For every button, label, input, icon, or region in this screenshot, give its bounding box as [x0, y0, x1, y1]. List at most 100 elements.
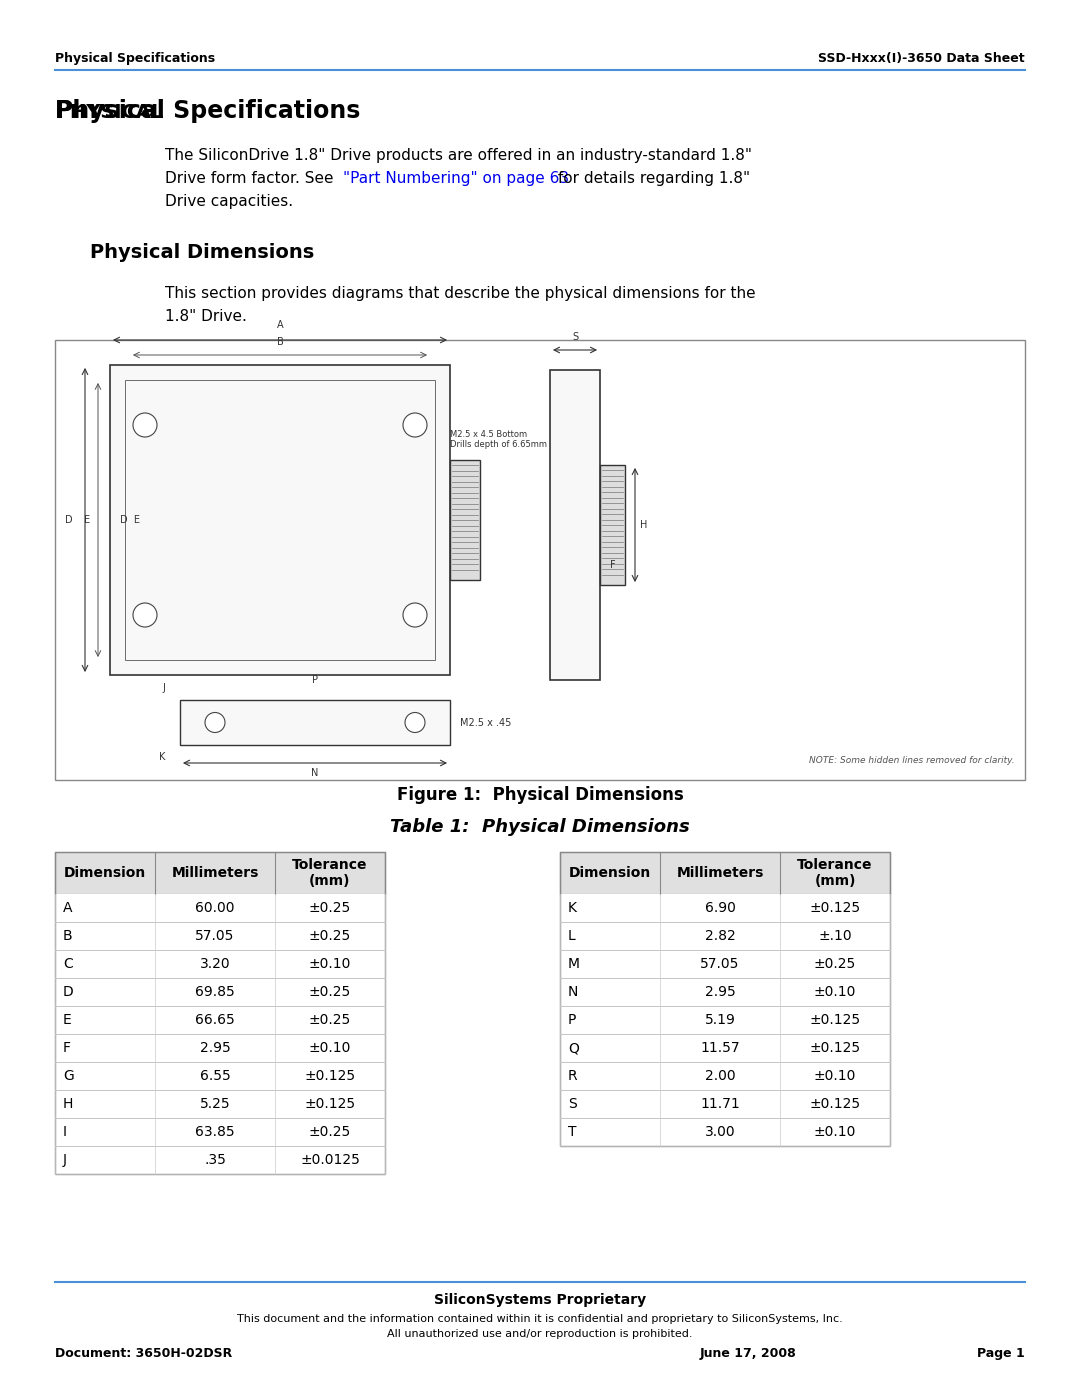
- Text: P: P: [312, 675, 318, 685]
- Text: 11.71: 11.71: [700, 1097, 740, 1111]
- Bar: [55, 950, 384, 978]
- Text: N: N: [568, 985, 579, 999]
- Text: Tolerance
(mm): Tolerance (mm): [797, 858, 873, 888]
- Text: .35: .35: [204, 1153, 226, 1166]
- Bar: [55, 1090, 384, 1118]
- Text: 1.8" Drive.: 1.8" Drive.: [165, 309, 247, 324]
- Bar: [55, 339, 1025, 780]
- Circle shape: [205, 712, 225, 732]
- Text: B: B: [276, 337, 283, 346]
- Text: ±0.125: ±0.125: [809, 1097, 861, 1111]
- Text: ±0.25: ±0.25: [309, 985, 351, 999]
- Text: K: K: [568, 901, 577, 915]
- Bar: [600, 465, 625, 585]
- Text: June 17, 2008: June 17, 2008: [700, 1347, 797, 1361]
- Bar: [561, 922, 890, 950]
- Text: A: A: [276, 320, 283, 330]
- Circle shape: [133, 604, 157, 627]
- Text: Millimeters: Millimeters: [172, 866, 259, 880]
- Text: 6.55: 6.55: [200, 1069, 230, 1083]
- Text: 5.25: 5.25: [200, 1097, 230, 1111]
- Text: 2.82: 2.82: [704, 929, 735, 943]
- Text: 2.95: 2.95: [704, 985, 735, 999]
- Text: SSD-Hxxx(I)-3650 Data Sheet: SSD-Hxxx(I)-3650 Data Sheet: [819, 52, 1025, 66]
- Text: J: J: [63, 1153, 67, 1166]
- Bar: [55, 978, 384, 1006]
- Text: Dimension: Dimension: [569, 866, 651, 880]
- Text: H: H: [63, 1097, 73, 1111]
- Text: N: N: [311, 768, 319, 778]
- Text: ±0.25: ±0.25: [814, 957, 856, 971]
- Text: ±0.10: ±0.10: [814, 1125, 856, 1139]
- Text: ±0.125: ±0.125: [809, 1013, 861, 1027]
- Text: C: C: [63, 957, 72, 971]
- Text: D  E: D E: [120, 515, 140, 525]
- Bar: [55, 894, 384, 922]
- Bar: [561, 852, 890, 1146]
- Text: K: K: [159, 752, 165, 761]
- Text: R: R: [568, 1069, 578, 1083]
- Text: M2.5 x 4.5 Bottom
Drills depth of 6.65mm: M2.5 x 4.5 Bottom Drills depth of 6.65mm: [450, 430, 546, 450]
- Bar: [561, 1062, 890, 1090]
- Bar: [110, 365, 450, 675]
- Text: 2.00: 2.00: [704, 1069, 735, 1083]
- Bar: [55, 1062, 384, 1090]
- Text: ±0.125: ±0.125: [305, 1069, 355, 1083]
- Text: NOTE: Some hidden lines removed for clarity.: NOTE: Some hidden lines removed for clar…: [809, 756, 1015, 766]
- Text: ±0.10: ±0.10: [814, 1069, 856, 1083]
- Text: 2.95: 2.95: [200, 1041, 230, 1055]
- Text: ±0.25: ±0.25: [309, 901, 351, 915]
- Bar: [561, 1118, 890, 1146]
- Text: D: D: [66, 515, 73, 525]
- Text: Physical Specifications: Physical Specifications: [55, 99, 361, 123]
- Text: F: F: [63, 1041, 71, 1055]
- Text: ±0.25: ±0.25: [309, 1013, 351, 1027]
- Text: I: I: [63, 1125, 67, 1139]
- Text: for details regarding 1.8": for details regarding 1.8": [553, 170, 751, 186]
- Text: ±0.125: ±0.125: [809, 1041, 861, 1055]
- Text: ±0.10: ±0.10: [814, 985, 856, 999]
- Bar: [561, 1034, 890, 1062]
- Bar: [180, 700, 450, 745]
- Text: D: D: [63, 985, 73, 999]
- Bar: [55, 1146, 384, 1173]
- Text: All unauthorized use and/or reproduction is prohibited.: All unauthorized use and/or reproduction…: [388, 1329, 692, 1338]
- Text: ±0.10: ±0.10: [309, 957, 351, 971]
- Text: 6.90: 6.90: [704, 901, 735, 915]
- Text: Figure 1:  Physical Dimensions: Figure 1: Physical Dimensions: [396, 787, 684, 805]
- Bar: [561, 978, 890, 1006]
- Text: M2.5 x .45: M2.5 x .45: [460, 718, 511, 728]
- Text: Drive form factor. See: Drive form factor. See: [165, 170, 338, 186]
- Text: Page 1: Page 1: [977, 1347, 1025, 1361]
- Text: ±0.0125: ±0.0125: [300, 1153, 360, 1166]
- Text: 3.00: 3.00: [704, 1125, 735, 1139]
- Text: Q: Q: [568, 1041, 579, 1055]
- Text: P: P: [55, 99, 73, 123]
- Bar: [125, 380, 435, 659]
- Text: E: E: [63, 1013, 71, 1027]
- Text: This document and the information contained within it is confidential and propri: This document and the information contai…: [238, 1315, 842, 1324]
- Bar: [55, 1118, 384, 1146]
- Text: G: G: [63, 1069, 73, 1083]
- Text: S: S: [572, 332, 578, 342]
- Bar: [55, 1006, 384, 1034]
- Circle shape: [403, 604, 427, 627]
- Bar: [55, 852, 384, 894]
- Text: Drive capacities.: Drive capacities.: [165, 194, 293, 210]
- Text: ±.10: ±.10: [819, 929, 852, 943]
- Bar: [55, 1034, 384, 1062]
- Text: Document: 3650H-02DSR: Document: 3650H-02DSR: [55, 1347, 232, 1361]
- Bar: [561, 950, 890, 978]
- Text: Table 1:  Physical Dimensions: Table 1: Physical Dimensions: [390, 819, 690, 835]
- Text: This section provides diagrams that describe the physical dimensions for the: This section provides diagrams that desc…: [165, 286, 756, 300]
- Text: 60.00: 60.00: [195, 901, 234, 915]
- Text: E: E: [84, 515, 90, 525]
- Text: SiliconSystems Proprietary: SiliconSystems Proprietary: [434, 1294, 646, 1308]
- Bar: [561, 1006, 890, 1034]
- Text: Physical Dimensions: Physical Dimensions: [90, 243, 314, 263]
- Text: HYSICAL: HYSICAL: [70, 103, 171, 122]
- Bar: [55, 852, 384, 1173]
- Text: Millimeters: Millimeters: [676, 866, 764, 880]
- Text: ±0.25: ±0.25: [309, 1125, 351, 1139]
- Text: B: B: [63, 929, 72, 943]
